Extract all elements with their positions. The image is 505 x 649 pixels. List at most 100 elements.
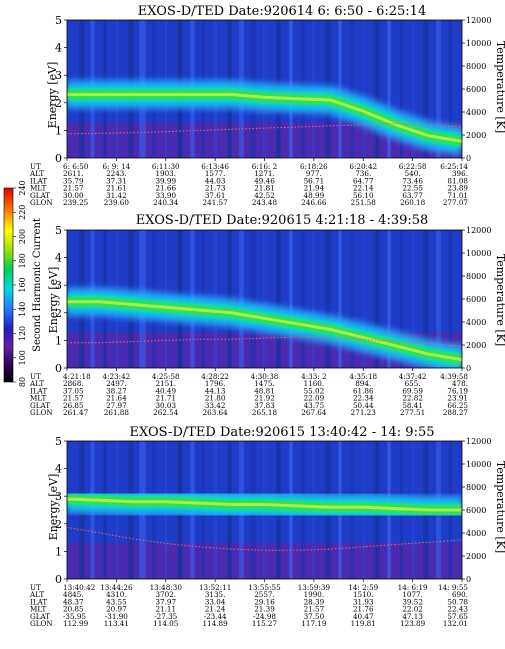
tick-table-cell: 13:55:55 bbox=[248, 583, 281, 592]
heatmap-streak bbox=[401, 20, 403, 158]
heatmap-streak bbox=[250, 230, 252, 368]
tick-table-cell: 240.34 bbox=[153, 198, 179, 207]
tick-table-cell: 22.34 bbox=[353, 394, 374, 403]
temperature-tick-label: 6000 bbox=[466, 295, 486, 304]
temperature-tick-label: 4000 bbox=[466, 529, 486, 538]
panel-1-title: EXOS-D/TED Date:920614 6: 6:50 - 6:25:14 bbox=[138, 4, 426, 19]
tick-table-cell: 1990. bbox=[304, 590, 325, 599]
tick-table-cell: 21.71 bbox=[155, 394, 176, 403]
tick-table-cell: 56.10 bbox=[353, 191, 374, 200]
tick-table-cell: 13:44:26 bbox=[100, 583, 133, 592]
panel-2-ylabel-right: Temperature [K] bbox=[494, 254, 505, 346]
tick-table-cell: 37.50 bbox=[304, 612, 325, 621]
colorbar-tick-label: 100 bbox=[18, 350, 27, 365]
tick-table-row-label: UT bbox=[30, 583, 41, 592]
tick-table-cell: 261.47 bbox=[63, 408, 89, 417]
tick-table-cell: 6:13:46 bbox=[201, 162, 229, 171]
heatmap-streak bbox=[365, 230, 366, 368]
energy-tick-label: 2 bbox=[55, 307, 62, 320]
tick-table-cell: 262.54 bbox=[153, 408, 179, 417]
tick-table-cell: -31.90 bbox=[105, 612, 128, 621]
heatmap-streak bbox=[461, 20, 462, 158]
tick-table-cell: 736. bbox=[355, 169, 371, 178]
temperature-tick-label: 0 bbox=[466, 364, 471, 373]
tick-table-cell: 37.61 bbox=[205, 191, 226, 200]
tick-table-cell: -24.98 bbox=[253, 612, 276, 621]
tick-table-cell: 37.05 bbox=[63, 386, 84, 395]
heatmap-streak bbox=[252, 230, 254, 368]
tick-table-cell: 44.13 bbox=[205, 386, 226, 395]
heatmap-streak bbox=[412, 230, 413, 368]
colorbar-tick-label: 200 bbox=[18, 229, 27, 244]
temperature-trace bbox=[67, 526, 462, 551]
tick-table-cell: 39.99 bbox=[155, 176, 176, 185]
tick-table-cell: 132.01 bbox=[443, 619, 468, 628]
tick-table-cell: 40.49 bbox=[155, 386, 176, 395]
energy-tick-label: 5 bbox=[55, 224, 62, 237]
tick-table-cell: 31.93 bbox=[353, 597, 374, 606]
tick-table-cell: 63.77 bbox=[402, 191, 423, 200]
tick-table-cell: 14: 2:59 bbox=[348, 583, 378, 592]
spectrogram-panel-1: EXOS-D/TED Date:920614 6: 6:50 - 6:25:14… bbox=[29, 4, 505, 207]
energy-tick-label: 4 bbox=[55, 463, 62, 476]
heatmap-streak bbox=[312, 230, 313, 368]
tick-table-row-label: MLT bbox=[30, 605, 47, 614]
band-peak bbox=[67, 497, 462, 512]
heatmap-streak bbox=[352, 230, 354, 368]
tick-table-cell: 478. bbox=[452, 379, 468, 388]
tick-table-cell: 21.66 bbox=[155, 184, 176, 193]
tick-table-cell: 1903. bbox=[155, 169, 176, 178]
tick-table-cell: 49.46 bbox=[254, 176, 275, 185]
tick-table-cell: 540. bbox=[405, 169, 421, 178]
tick-table-cell: 2243. bbox=[106, 169, 127, 178]
band-peak bbox=[67, 300, 462, 362]
tick-table-cell: 1271. bbox=[254, 169, 275, 178]
tick-table-cell: 4:25:58 bbox=[152, 372, 180, 381]
temperature-tick-label: 10000 bbox=[466, 39, 491, 48]
tick-table-cell: 115.27 bbox=[252, 619, 278, 628]
heatmap-streak bbox=[401, 230, 403, 368]
colorbar-tick-label: 240 bbox=[18, 180, 27, 195]
tick-table-cell: 114.05 bbox=[153, 619, 179, 628]
tick-table-cell: 22.43 bbox=[447, 605, 468, 614]
tick-table-row-label: ALT bbox=[29, 379, 44, 388]
temperature-tick-label: 8000 bbox=[466, 62, 486, 71]
tick-table-cell: 71.01 bbox=[447, 191, 468, 200]
tick-table-cell: 22.55 bbox=[402, 184, 423, 193]
temperature-tick-label: 6000 bbox=[466, 506, 486, 515]
colorbar-tick-label: 120 bbox=[18, 326, 27, 341]
tick-table-cell: 4:21:18 bbox=[63, 372, 91, 381]
tick-table-cell: 6: 9: 14 bbox=[103, 162, 131, 171]
tick-table-cell: 894. bbox=[355, 379, 371, 388]
temperature-tick-label: 0 bbox=[466, 575, 471, 584]
tick-table-cell: 57.65 bbox=[447, 612, 468, 621]
tick-table-cell: 1510. bbox=[353, 590, 374, 599]
tick-table-row-label: UT bbox=[30, 372, 41, 381]
tick-table-cell: 271.23 bbox=[351, 408, 377, 417]
tick-table-cell: 21.24 bbox=[205, 605, 226, 614]
tick-table-cell: 117.19 bbox=[301, 619, 327, 628]
tick-table-cell: 277.51 bbox=[400, 408, 425, 417]
tick-table-cell: 37.83 bbox=[254, 401, 275, 410]
temperature-tick-label: 4000 bbox=[466, 108, 486, 117]
heatmap-streak bbox=[277, 230, 281, 368]
panel-2-title: EXOS-D/TED Date:920615 4:21:18 - 4:39:58 bbox=[136, 213, 429, 228]
tick-table-cell: 21.94 bbox=[304, 184, 325, 193]
tick-table-cell: 4:33: 2 bbox=[301, 372, 326, 381]
heatmap-streak bbox=[314, 230, 315, 368]
tick-table-cell: 44.03 bbox=[205, 176, 226, 185]
tick-table-cell: 261.88 bbox=[104, 408, 130, 417]
tick-table-cell: 246.66 bbox=[301, 198, 327, 207]
temperature-tick-label: 2000 bbox=[466, 131, 486, 140]
temperature-tick-label: 10000 bbox=[466, 249, 491, 258]
tick-table-cell: 21.92 bbox=[254, 394, 275, 403]
panel-1-right-axis: 0 2000 4000 6000 8000 10000 12000 bbox=[462, 16, 491, 163]
tick-table-row-label: GLON bbox=[30, 408, 53, 417]
tick-table-cell: 267.64 bbox=[301, 408, 327, 417]
temperature-tick-label: 2000 bbox=[466, 341, 486, 350]
tick-table-cell: 260.18 bbox=[400, 198, 426, 207]
tick-table-cell: 3135. bbox=[205, 590, 226, 599]
tick-table-cell: 20.85 bbox=[63, 605, 84, 614]
tick-table-cell: 58.41 bbox=[402, 401, 423, 410]
